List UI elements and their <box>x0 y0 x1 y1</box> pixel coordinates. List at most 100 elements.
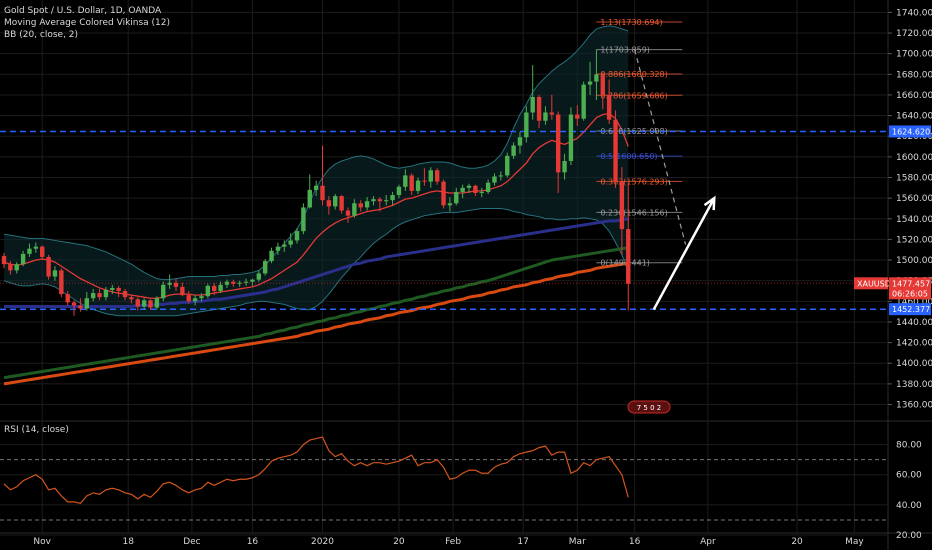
candle-body <box>600 74 605 95</box>
y-tick-label: 1460.000 <box>896 297 932 307</box>
x-tick-label: 16 <box>629 537 641 547</box>
candle-body <box>594 74 599 82</box>
candle-body <box>90 293 96 299</box>
indicator-bb-label[interactable]: BB (20, close, 2) <box>4 30 79 40</box>
candle-body <box>199 296 204 299</box>
rsi-tick-label: 40.00 <box>896 501 922 511</box>
horizontal-levels <box>0 130 888 310</box>
candle-body <box>192 298 198 302</box>
candle-body <box>20 253 26 265</box>
y-tick-label: 1660.000 <box>896 91 932 101</box>
x-tick-label: Mar <box>569 537 586 547</box>
candle-body <box>498 175 504 177</box>
candles <box>1 49 631 316</box>
candle-body <box>568 114 574 161</box>
candle-body <box>345 210 351 216</box>
y-tick-label: 1420.000 <box>896 339 932 349</box>
candle-body <box>237 282 242 284</box>
indicator-ma-label[interactable]: Moving Average Colored Vikinsa (12) <box>4 18 171 28</box>
candle-body <box>364 201 370 208</box>
candle-body <box>8 264 13 271</box>
candle-body <box>626 229 631 284</box>
candle-body <box>288 240 293 245</box>
candle-body <box>52 270 58 277</box>
candle-body <box>396 186 402 196</box>
y-tick-label: 1640.000 <box>896 112 932 122</box>
candle-body <box>543 112 548 121</box>
candle-body <box>148 300 153 308</box>
bollinger-bands <box>3 25 629 317</box>
y-tick-label: 1380.000 <box>896 380 932 390</box>
candle-body <box>180 286 185 296</box>
candle-body <box>377 199 383 202</box>
x-tick-label: 17 <box>517 537 528 547</box>
candle-body <box>606 94 612 120</box>
candle-body <box>384 200 389 202</box>
candle-body <box>403 175 408 187</box>
fib-label: 0.382(1576.293) <box>600 177 667 186</box>
price-axis: 1360.000 1380.000 1400.000 1420.000 1440.000… <box>888 8 932 541</box>
candle-body <box>454 191 459 204</box>
fibonacci-levels: 1.272(1771.065)1.13(1730.694)1(1703.859)… <box>596 18 683 268</box>
candle-body <box>441 181 446 206</box>
y-tick-label: 1500.000 <box>896 256 932 266</box>
price-tag-label: 1477.457 <box>892 279 930 288</box>
candle-body <box>186 295 191 302</box>
projection-arrow-head <box>703 195 716 211</box>
candle-body <box>224 281 230 285</box>
candle-body <box>250 279 255 282</box>
candle-body <box>524 112 529 138</box>
candle-body <box>59 270 64 295</box>
projection-dashed-line <box>634 49 687 245</box>
bb-lower-line <box>3 207 629 317</box>
level-tag <box>889 303 931 316</box>
y-tick-label: 1440.000 <box>896 318 932 328</box>
ma-orange-line <box>3 261 629 386</box>
level-tag-label: 1452.377 <box>892 305 930 314</box>
symbol-tag-label: XAUUSD <box>857 279 891 288</box>
candle-body <box>505 155 510 176</box>
rsi-title[interactable]: RSI (14, close) <box>4 425 69 435</box>
candle-body <box>390 195 395 201</box>
fib-label: 0.886(1680.328) <box>600 70 667 79</box>
event-badge <box>627 400 671 414</box>
event-badge-label: 7 5 0 2 <box>637 404 662 412</box>
candle-body <box>141 300 147 307</box>
candle-body <box>517 137 523 146</box>
candle-body <box>536 97 542 121</box>
fib-label: 1(1703.859) <box>600 46 650 55</box>
x-tick-label: 16 <box>247 537 259 547</box>
ma-blue-line <box>4 217 629 308</box>
rsi-line <box>3 436 629 505</box>
candle-body <box>135 299 140 307</box>
countdown-label: 06:26:05 <box>892 289 928 298</box>
candle-body <box>339 196 344 211</box>
candle-body <box>262 261 268 274</box>
symbol-title[interactable]: Gold Spot / U.S. Dollar, 1D, OANDA <box>4 6 162 16</box>
y-tick-label: 1360.000 <box>896 401 932 411</box>
x-tick-label: 2020 <box>311 537 334 547</box>
candle-body <box>154 298 160 308</box>
candle-body <box>231 281 236 284</box>
x-tick-label: May <box>845 537 864 547</box>
candle-body <box>613 119 618 182</box>
candle-body <box>269 250 274 262</box>
candle-body <box>479 191 484 193</box>
candle-body <box>40 246 45 257</box>
fib-label: 0.5(1600.650) <box>600 152 657 161</box>
candle-body <box>84 298 90 309</box>
y-tick-label: 1400.000 <box>896 359 932 369</box>
candle-body <box>78 305 83 309</box>
candle-body <box>218 284 223 292</box>
level-tag <box>889 125 931 138</box>
candle-body <box>205 285 211 297</box>
candle-body <box>460 187 465 192</box>
candle-body <box>530 97 535 113</box>
time-axis: Nov 18 Dec 16 2020 20 Feb 17 Mar 16 Apr 20 May <box>33 537 864 547</box>
candle-body <box>587 81 593 85</box>
candle-body <box>1 255 7 265</box>
candle-body <box>619 181 625 230</box>
bb-fill <box>4 25 629 316</box>
candle-body <box>358 203 363 208</box>
